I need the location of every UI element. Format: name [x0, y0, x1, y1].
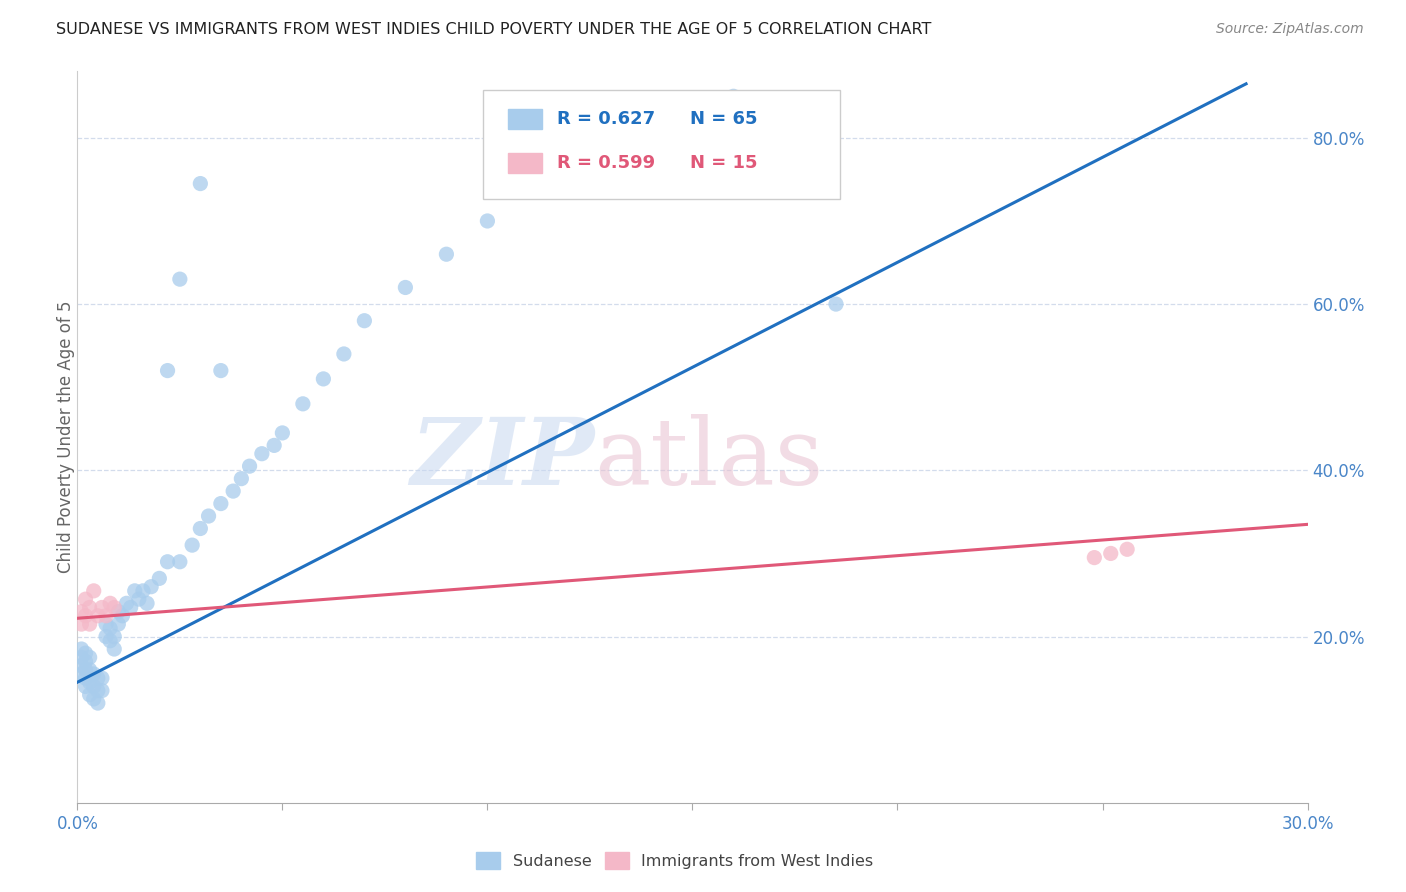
Point: [209, 497, 232, 511]
Point: [103, 642, 125, 657]
Point: [136, 596, 159, 610]
Point: [75, 592, 97, 607]
Point: [98, 633, 121, 648]
Point: [107, 605, 129, 619]
Bar: [508, 109, 543, 129]
Point: [558, 164, 581, 178]
Point: [1083, 550, 1105, 565]
Point: [90, 683, 114, 698]
Point: [156, 555, 179, 569]
Point: [83, 667, 105, 681]
Point: [250, 447, 273, 461]
Point: [90, 671, 114, 685]
Point: [239, 459, 262, 474]
Text: R = 0.599: R = 0.599: [557, 153, 655, 172]
Point: [197, 509, 219, 524]
Point: [70, 658, 93, 673]
Point: [87, 683, 110, 698]
Point: [1116, 542, 1139, 557]
Point: [75, 663, 97, 677]
Point: [107, 617, 129, 632]
Point: [477, 214, 499, 228]
Point: [156, 363, 179, 377]
Point: [115, 596, 138, 610]
Point: [231, 472, 253, 486]
Point: [128, 592, 150, 607]
Point: [263, 438, 285, 452]
Text: Source: ZipAtlas.com: Source: ZipAtlas.com: [1216, 22, 1364, 37]
Point: [70, 667, 93, 681]
FancyBboxPatch shape: [484, 90, 841, 200]
Point: [1099, 546, 1122, 560]
Bar: [508, 153, 543, 173]
Point: [87, 696, 110, 710]
Point: [70, 642, 93, 657]
Point: [70, 617, 93, 632]
Point: [83, 583, 105, 598]
Point: [79, 675, 101, 690]
Point: [75, 671, 97, 685]
Text: N = 15: N = 15: [690, 153, 758, 172]
Point: [132, 583, 155, 598]
Point: [169, 272, 191, 286]
Point: [141, 580, 163, 594]
Point: [333, 347, 356, 361]
Point: [75, 655, 97, 669]
Point: [75, 646, 97, 660]
Point: [94, 617, 117, 632]
Point: [111, 608, 134, 623]
Point: [436, 247, 458, 261]
Point: [312, 372, 335, 386]
Point: [83, 692, 105, 706]
Point: [94, 608, 117, 623]
Point: [188, 177, 212, 191]
Point: [79, 617, 101, 632]
Point: [94, 630, 117, 644]
Point: [98, 596, 121, 610]
Point: [723, 89, 745, 103]
Point: [87, 671, 110, 685]
Point: [353, 314, 375, 328]
Point: [169, 555, 191, 569]
Point: [148, 571, 170, 585]
Point: [124, 583, 146, 598]
Point: [79, 650, 101, 665]
Point: [188, 521, 212, 535]
Point: [90, 600, 114, 615]
Point: [209, 363, 232, 377]
Point: [103, 630, 125, 644]
Text: N = 65: N = 65: [690, 110, 758, 128]
Point: [271, 425, 294, 440]
Point: [103, 600, 125, 615]
Text: atlas: atlas: [595, 414, 824, 504]
Point: [120, 600, 142, 615]
Point: [79, 688, 101, 702]
Point: [70, 650, 93, 665]
Text: R = 0.627: R = 0.627: [557, 110, 655, 128]
Point: [87, 608, 110, 623]
Point: [291, 397, 314, 411]
Point: [79, 663, 101, 677]
Point: [98, 621, 121, 635]
Point: [825, 297, 848, 311]
Point: [75, 608, 97, 623]
Text: ZIP: ZIP: [409, 414, 595, 504]
Point: [394, 280, 416, 294]
Point: [79, 600, 101, 615]
Point: [75, 680, 97, 694]
Legend: Sudanese, Immigrants from West Indies: Sudanese, Immigrants from West Indies: [470, 846, 880, 875]
Point: [222, 484, 245, 499]
Point: [70, 605, 93, 619]
Text: SUDANESE VS IMMIGRANTS FROM WEST INDIES CHILD POVERTY UNDER THE AGE OF 5 CORRELA: SUDANESE VS IMMIGRANTS FROM WEST INDIES …: [56, 22, 932, 37]
Point: [640, 122, 662, 136]
Point: [181, 538, 204, 552]
Point: [83, 680, 105, 694]
Y-axis label: Child Poverty Under the Age of 5: Child Poverty Under the Age of 5: [58, 301, 75, 574]
